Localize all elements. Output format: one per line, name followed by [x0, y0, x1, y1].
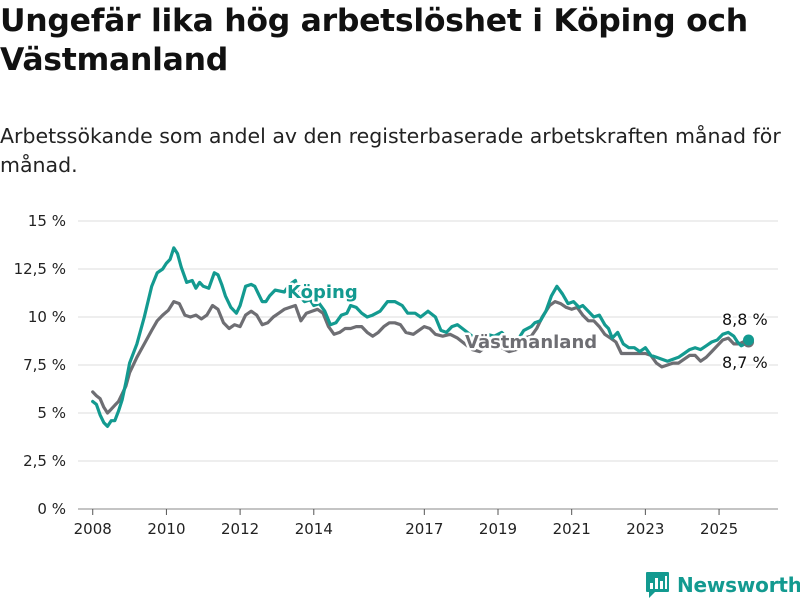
x-tick-label: 2025	[700, 520, 738, 538]
y-tick-label: 15 %	[28, 212, 66, 230]
x-tick-label: 2008	[74, 520, 112, 538]
chart-subtitle: Arbetssökande som andel av den registerb…	[0, 124, 781, 177]
series-lines	[91, 246, 751, 428]
series-label-vastmanland: Västmanland	[465, 332, 597, 353]
newsworthy-logo-icon	[646, 572, 669, 598]
series-line-koping	[91, 246, 751, 428]
brand-name: Newsworthy	[677, 573, 800, 597]
y-tick-label: 10 %	[28, 308, 66, 326]
series-line-vastmanland	[91, 300, 751, 415]
x-tick-label: 2017	[405, 520, 443, 538]
gridlines	[78, 220, 778, 510]
series-label-koping: Köping	[287, 282, 358, 303]
end-markers	[743, 334, 755, 348]
end-value-label-koping: 8,8 %	[722, 310, 768, 329]
x-tick-label: 2012	[221, 520, 259, 538]
x-tick-label: 2010	[147, 520, 185, 538]
y-axis: 0 % 2,5 % 5 % 7,5 % 10 % 12,5 % 15 %	[14, 212, 66, 518]
end-marker-koping	[743, 334, 755, 346]
line-chart: 0 %2,5 %5 %7,5 %10 %12,5 %15 % 2008 2010 2…	[14, 212, 778, 538]
y-tick-label: 12,5 %	[14, 260, 66, 278]
y-tick-label: 2,5 %	[23, 452, 66, 470]
y-tick-label: 5 %	[37, 404, 66, 422]
brand-logo: Newsworthy	[645, 569, 800, 601]
x-tick-label: 2023	[626, 520, 664, 538]
y-tick-label: 7,5 %	[23, 356, 66, 374]
x-tick-label: 2021	[553, 520, 591, 538]
end-value-label-vastmanland: 8,7 %	[722, 353, 768, 372]
x-tick-label: 2019	[479, 520, 517, 538]
chart-title: Ungefär lika hög arbetslöshet i Köping o…	[0, 3, 748, 78]
y-tick-label: 0 %	[37, 500, 66, 518]
x-axis: 2008 2010 2012 2014 2017 2019 2021 2023 2025	[74, 509, 738, 538]
x-tick-label: 2014	[295, 520, 333, 538]
